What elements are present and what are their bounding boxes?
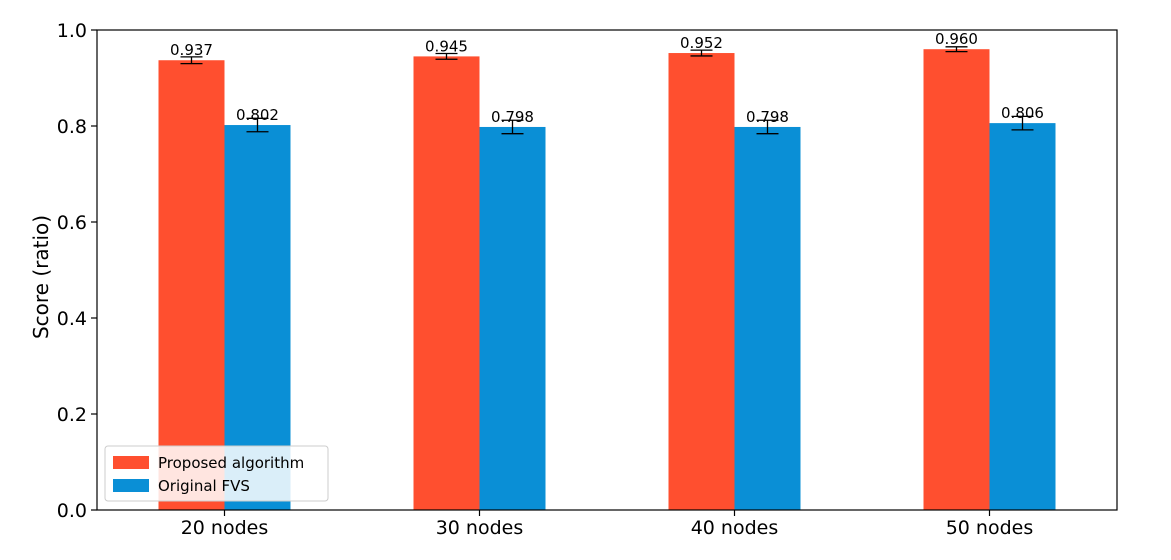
legend-label-original: Original FVS xyxy=(158,477,250,495)
x-tick-label-0: 20 nodes xyxy=(181,517,269,539)
y-tick-label-3: 0.6 xyxy=(57,212,87,234)
y-tick-label-0: 0.0 xyxy=(57,500,87,522)
bar-value-label-proposed-2: 0.952 xyxy=(680,34,723,52)
bar-value-label-proposed-1: 0.945 xyxy=(425,37,468,55)
bar-value-label-proposed-3: 0.960 xyxy=(935,30,978,48)
bar-proposed-0 xyxy=(158,60,225,511)
error-bar-original-3 xyxy=(1011,115,1034,131)
bar-value-label-proposed-0: 0.937 xyxy=(170,41,213,59)
y-tick-label-5: 1.0 xyxy=(57,20,87,42)
bar-original-3 xyxy=(989,123,1056,511)
y-axis-title: Score (ratio) xyxy=(29,215,53,339)
x-axis: 20 nodes 30 nodes 40 nodes 50 nodes xyxy=(181,510,1034,539)
legend-label-proposed: Proposed algorithm xyxy=(158,454,304,472)
bar-proposed-2 xyxy=(668,53,735,510)
error-bar-original-1 xyxy=(501,119,524,135)
error-bar-proposed-2 xyxy=(690,49,713,57)
legend-swatch-original xyxy=(113,479,149,492)
bar-value-label-original-3: 0.806 xyxy=(1001,104,1044,122)
legend: Proposed algorithm Original FVS xyxy=(104,445,329,502)
error-bar-proposed-0 xyxy=(180,56,203,65)
error-bar-proposed-1 xyxy=(435,52,458,60)
bar-proposed-3 xyxy=(923,49,990,510)
x-tick-label-3: 50 nodes xyxy=(946,517,1034,539)
bar-original-1 xyxy=(479,126,546,511)
y-axis: 0.0 0.2 0.4 0.6 0.8 1.0 xyxy=(57,20,97,522)
legend-swatch-proposed xyxy=(113,456,149,469)
bar-original-2 xyxy=(734,126,801,511)
bar-proposed-1 xyxy=(413,56,480,511)
error-bar-original-2 xyxy=(756,119,779,135)
y-tick-label-2: 0.4 xyxy=(57,308,87,330)
error-bar-proposed-3 xyxy=(945,46,968,53)
bar-value-label-original-1: 0.798 xyxy=(491,108,534,126)
y-tick-label-1: 0.2 xyxy=(57,404,87,426)
bar-value-label-original-0: 0.802 xyxy=(236,106,279,124)
plot-frame xyxy=(96,29,1118,511)
x-tick-label-2: 40 nodes xyxy=(691,517,779,539)
legend-frame xyxy=(104,445,329,502)
bar-value-labels: 0.937 0.802 0.945 0.798 0.952 0.798 0.960 0.806 xyxy=(170,30,1044,126)
y-tick-label-4: 0.8 xyxy=(57,116,87,138)
error-bar-original-0 xyxy=(246,117,269,133)
bar-value-label-original-2: 0.798 xyxy=(746,108,789,126)
x-tick-label-1: 30 nodes xyxy=(436,517,524,539)
error-bars-layer xyxy=(180,46,1034,135)
bars-layer xyxy=(158,49,1056,511)
